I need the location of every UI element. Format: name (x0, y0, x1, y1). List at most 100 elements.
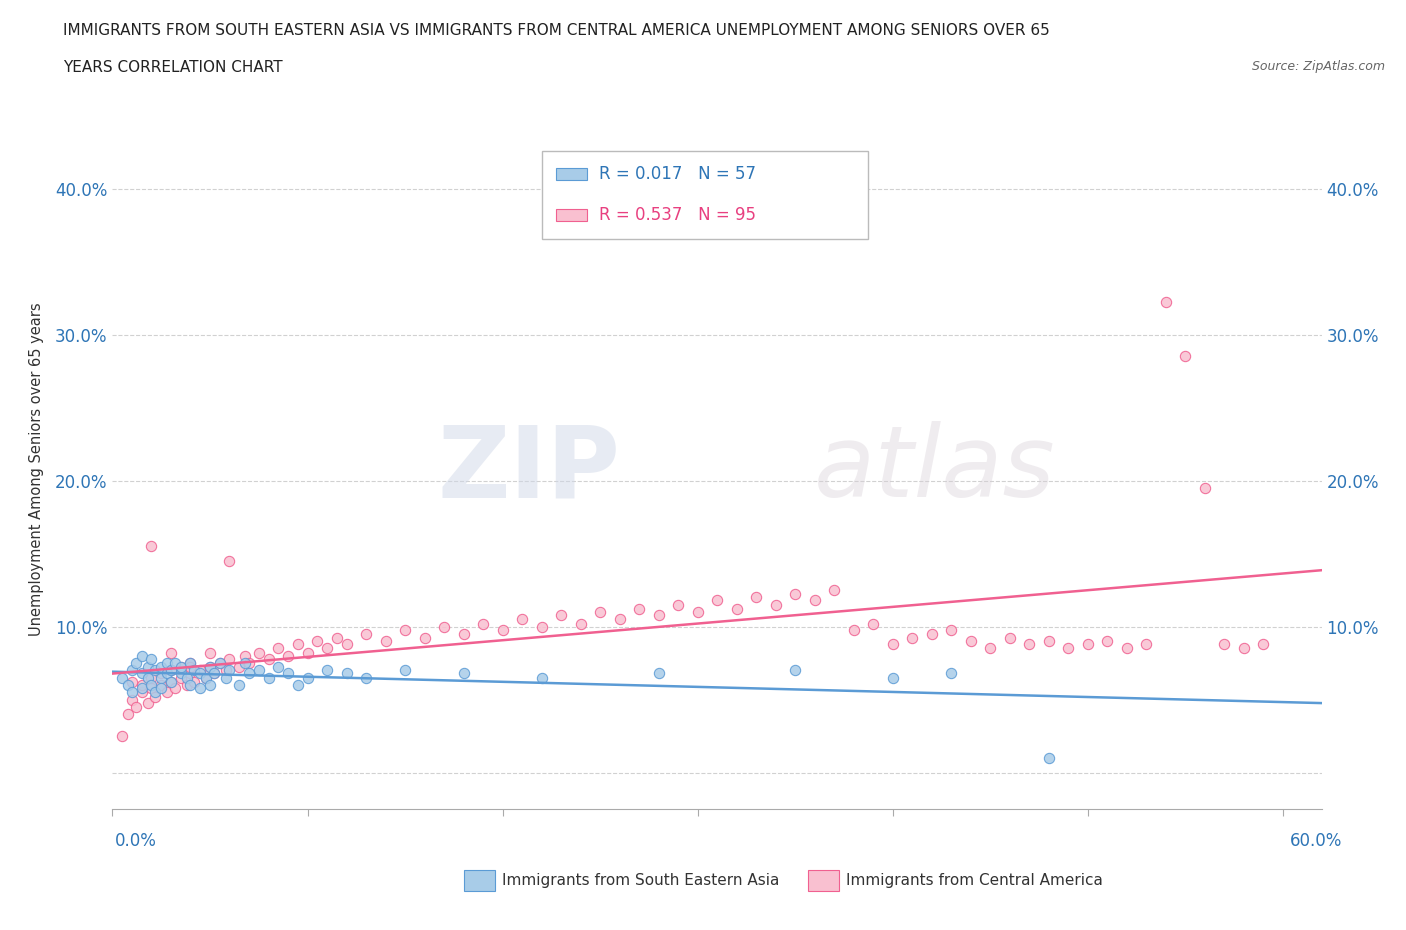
Point (1038, 633, 1060, 648)
Point (628, 602, 651, 617)
Point (150, 681, 173, 696)
Point (136, 695, 159, 710)
Point (198, 645, 221, 660)
Point (150, 678, 173, 693)
Point (179, 666, 201, 681)
Point (939, 622, 962, 637)
Point (141, 681, 163, 696)
Point (921, 627, 943, 642)
Point (228, 660, 250, 675)
Point (218, 553, 240, 568)
Text: R = 0.537   N = 95: R = 0.537 N = 95 (599, 206, 756, 224)
Point (316, 663, 339, 678)
Point (267, 660, 290, 675)
Point (156, 656, 179, 671)
Point (160, 645, 183, 660)
Text: 60.0%: 60.0% (1291, 832, 1343, 850)
Point (125, 699, 148, 714)
Point (326, 631, 349, 645)
Point (335, 637, 357, 652)
Point (198, 678, 221, 693)
FancyBboxPatch shape (541, 151, 868, 239)
Point (394, 622, 416, 637)
Point (842, 622, 865, 637)
Point (453, 627, 475, 642)
Point (959, 633, 981, 648)
Text: YEARS CORRELATION CHART: YEARS CORRELATION CHART (63, 60, 283, 75)
Point (550, 607, 572, 622)
Point (121, 674, 143, 689)
Point (121, 684, 143, 699)
Point (287, 637, 309, 652)
Text: Immigrants from South Eastern Asia: Immigrants from South Eastern Asia (502, 873, 779, 888)
Point (145, 663, 167, 678)
Point (1251, 637, 1274, 652)
Point (1174, 349, 1197, 364)
Point (783, 587, 806, 602)
Text: Source: ZipAtlas.com: Source: ZipAtlas.com (1251, 60, 1385, 73)
Point (862, 617, 884, 631)
Point (238, 656, 260, 671)
Point (179, 678, 201, 693)
Point (141, 651, 163, 666)
Point (170, 660, 193, 675)
Point (136, 671, 159, 685)
Point (823, 583, 845, 598)
Point (145, 684, 167, 699)
Point (160, 674, 183, 689)
Point (267, 641, 290, 656)
Point (472, 617, 495, 631)
Point (745, 590, 768, 604)
Text: atlas: atlas (814, 421, 1056, 518)
Point (117, 707, 139, 722)
Point (131, 648, 153, 663)
Point (1057, 641, 1080, 656)
Point (183, 674, 205, 689)
Point (141, 671, 163, 685)
Point (188, 681, 211, 696)
Point (188, 663, 211, 678)
Point (156, 666, 179, 681)
Point (208, 656, 231, 671)
Point (228, 678, 250, 693)
Point (141, 538, 163, 553)
Point (202, 666, 225, 681)
Point (160, 663, 183, 678)
Point (202, 666, 225, 681)
Point (335, 666, 357, 681)
Point (179, 656, 201, 671)
Point (121, 692, 143, 707)
Point (666, 597, 689, 612)
Y-axis label: Unemployment Among Seniors over 65 years: Unemployment Among Seniors over 65 years (30, 303, 44, 636)
Point (803, 593, 825, 608)
Point (979, 641, 1001, 656)
Point (170, 671, 193, 685)
Point (195, 671, 218, 685)
Point (163, 681, 186, 696)
Point (491, 622, 513, 637)
Point (413, 631, 436, 645)
Point (354, 627, 377, 642)
Point (131, 684, 153, 699)
Point (160, 663, 183, 678)
Point (156, 684, 179, 699)
Point (131, 666, 153, 681)
Point (183, 663, 205, 678)
Point (218, 651, 240, 666)
Point (163, 656, 186, 671)
Point (198, 660, 221, 675)
Point (150, 666, 173, 681)
Point (647, 607, 669, 622)
Point (882, 671, 904, 685)
Point (1154, 295, 1177, 310)
Point (233, 648, 256, 663)
Point (257, 651, 280, 666)
Point (170, 660, 193, 675)
FancyBboxPatch shape (557, 168, 586, 180)
Point (111, 729, 134, 744)
Point (374, 633, 396, 648)
Point (609, 612, 631, 627)
Point (176, 678, 198, 693)
Point (218, 663, 240, 678)
Point (394, 663, 416, 678)
